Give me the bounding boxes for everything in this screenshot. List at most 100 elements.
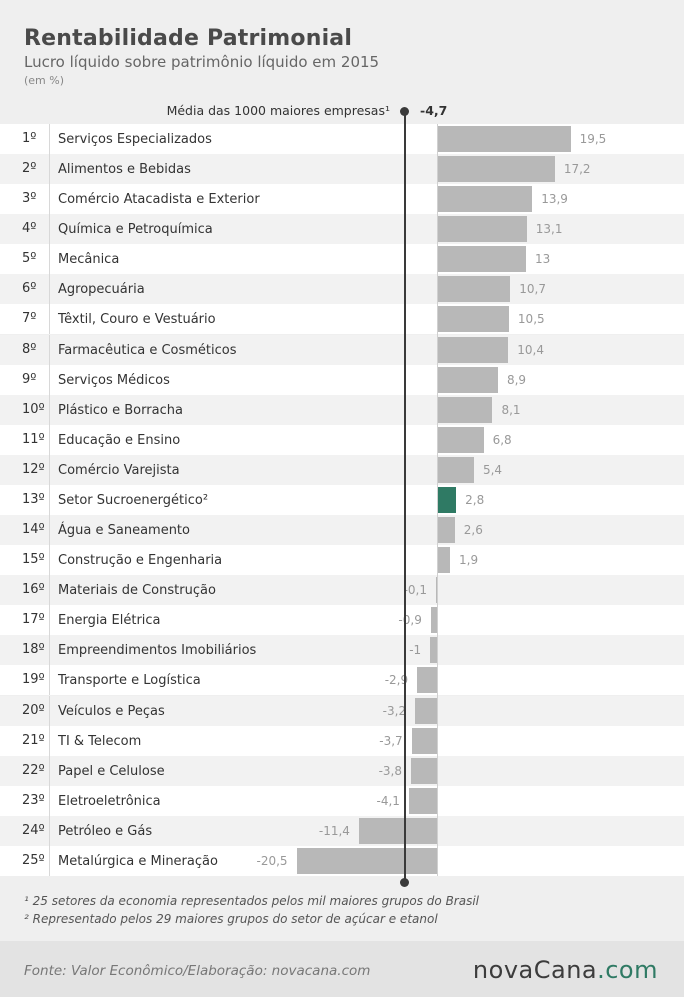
bar	[410, 757, 437, 784]
rank-label: 18º	[22, 642, 45, 658]
value-label: 8,9	[506, 372, 527, 387]
rank-label: 4º	[22, 221, 37, 237]
table-row: 9º Serviços Médicos 8,9	[0, 364, 684, 395]
value-label: 13,9	[541, 192, 568, 207]
sector-label: Alimentos e Bebidas	[58, 162, 191, 178]
rank-label: 19º	[22, 672, 45, 688]
sector-label: Química e Petroquímica	[58, 222, 213, 238]
bar	[437, 396, 493, 423]
bar	[437, 276, 511, 303]
average-label: Média das 1000 maiores empresas¹	[166, 103, 390, 118]
table-row: 4º Química e Petroquímica 13,1	[0, 214, 684, 245]
value-label: 10,5	[517, 312, 545, 327]
rank-label: 16º	[22, 582, 45, 598]
zero-axis-line	[437, 124, 438, 876]
footnote-2: ² Representado pelos 29 maiores grupos d…	[24, 912, 438, 926]
footnote-1: ¹ 25 setores da economia representados p…	[24, 894, 480, 908]
rank-label: 9º	[22, 371, 37, 387]
bar	[437, 517, 455, 544]
bar	[437, 216, 527, 243]
table-row: 11º Educação e Ensino 6,8	[0, 424, 684, 455]
sector-label: Educação e Ensino	[58, 432, 181, 448]
value-label: 19,5	[579, 132, 607, 146]
rank-label: 25º	[22, 852, 45, 868]
sector-label: Papel e Celulose	[58, 763, 165, 779]
unit-label: (em %)	[24, 74, 65, 87]
row-separator	[49, 515, 50, 546]
rank-label: 15º	[22, 552, 45, 568]
table-row: 15º Construção e Engenharia 1,9	[0, 545, 684, 576]
table-row: 18º Empreendimentos Imobiliários -1	[0, 635, 684, 666]
sector-label: Petróleo e Gás	[58, 823, 153, 839]
sector-label: Veículos e Peças	[58, 703, 165, 719]
novacana-logo[interactable]: novaCana.com	[473, 956, 658, 984]
value-label: 2,6	[463, 523, 483, 538]
rank-label: 14º	[22, 522, 45, 538]
sector-label: Transporte e Logística	[58, 673, 201, 689]
rank-label: 22º	[22, 762, 45, 778]
sector-label: Água e Saneamento	[58, 523, 190, 539]
bar	[437, 156, 555, 183]
sector-label: Eletroeletrônica	[58, 793, 161, 809]
value-label: -4,1	[376, 793, 400, 808]
rank-label: 23º	[22, 792, 45, 808]
row-separator	[49, 214, 50, 245]
value-label: 13	[535, 252, 551, 267]
rank-label: 20º	[22, 702, 45, 718]
bar	[437, 456, 474, 483]
row-separator	[49, 364, 50, 395]
row-separator	[49, 785, 50, 816]
row-separator	[49, 635, 50, 666]
sector-label: Plástico e Borracha	[58, 402, 183, 418]
row-separator	[49, 815, 50, 846]
row-separator	[49, 184, 50, 215]
row-separator	[49, 244, 50, 275]
row-separator	[49, 304, 50, 335]
value-label: 10,7	[519, 282, 546, 297]
value-label: 10,4	[517, 342, 544, 357]
value-label: -0,1	[403, 583, 427, 598]
table-row: 13º Setor Sucroenergético² 2,8	[0, 484, 684, 515]
chart-subtitle: Lucro líquido sobre patrimônio líquido e…	[24, 53, 380, 71]
sector-label: Setor Sucroenergético²	[58, 492, 209, 508]
sector-label: Comércio Atacadista e Exterior	[58, 192, 260, 208]
value-label: -3,2	[382, 703, 407, 718]
bar	[430, 637, 437, 664]
table-row: 23º Eletroeletrônica -4,1	[0, 785, 684, 816]
sector-label: Serviços Especializados	[58, 132, 212, 147]
rank-label: 24º	[22, 822, 45, 838]
table-row: 16º Materiais de Construção -0,1	[0, 575, 684, 606]
logo-tld-text: .com	[597, 956, 658, 984]
table-row: 2º Alimentos e Bebidas 17,2	[0, 154, 684, 185]
table-row: 5º Mecânica 13	[0, 244, 684, 275]
row-separator	[49, 454, 50, 485]
rank-label: 2º	[22, 161, 37, 177]
average-value: -4,7	[420, 103, 448, 118]
table-row: 14º Água e Saneamento 2,6	[0, 515, 684, 546]
rank-label: 7º	[22, 311, 37, 327]
row-separator	[49, 755, 50, 786]
sector-label: Materiais de Construção	[58, 583, 216, 599]
average-reference-line	[403, 112, 406, 882]
sector-label: Metalúrgica e Mineração	[58, 853, 218, 869]
table-row: 10º Plástico e Borracha 8,1	[0, 394, 684, 425]
rank-label: 11º	[22, 431, 45, 447]
row-separator	[49, 545, 50, 576]
rank-label: 8º	[22, 341, 37, 357]
sector-label: Mecânica	[58, 252, 120, 268]
row-separator	[49, 575, 50, 606]
sector-label: Construção e Engenharia	[58, 553, 223, 569]
table-row: 24º Petróleo e Gás -11,4	[0, 815, 684, 846]
table-row: 20º Veículos e Peças -3,2	[0, 695, 684, 726]
value-label: 13,1	[535, 222, 563, 237]
table-row: 25º Metalúrgica e Mineração -20,5	[0, 845, 684, 876]
sector-label: Farmacêutica e Cosméticos	[58, 342, 237, 358]
row-separator	[49, 424, 50, 455]
rank-label: 17º	[22, 612, 45, 628]
value-label: 6,8	[492, 432, 512, 447]
table-row: 6º Agropecuária 10,7	[0, 274, 684, 305]
bar	[411, 727, 437, 754]
value-label: -0,9	[398, 613, 422, 628]
bar	[437, 336, 509, 363]
row-separator	[49, 394, 50, 425]
